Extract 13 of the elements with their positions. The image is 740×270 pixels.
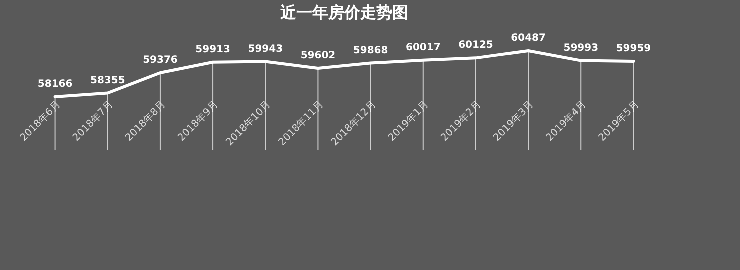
data-label: 59602 [300, 50, 336, 62]
data-label: 60017 [406, 42, 441, 54]
data-label: 59868 [353, 45, 388, 56]
data-label: 58355 [90, 75, 126, 86]
data-label: 59913 [196, 44, 230, 56]
data-label: 60125 [458, 40, 494, 52]
data-label: 60487 [511, 33, 546, 44]
data-label: 59943 [248, 44, 284, 55]
chart-title: 近一年房价走势图 [280, 3, 408, 22]
data-label: 59993 [564, 42, 599, 54]
data-label: 59959 [616, 43, 652, 54]
data-label: 58166 [38, 79, 73, 90]
data-label: 59376 [143, 55, 178, 66]
